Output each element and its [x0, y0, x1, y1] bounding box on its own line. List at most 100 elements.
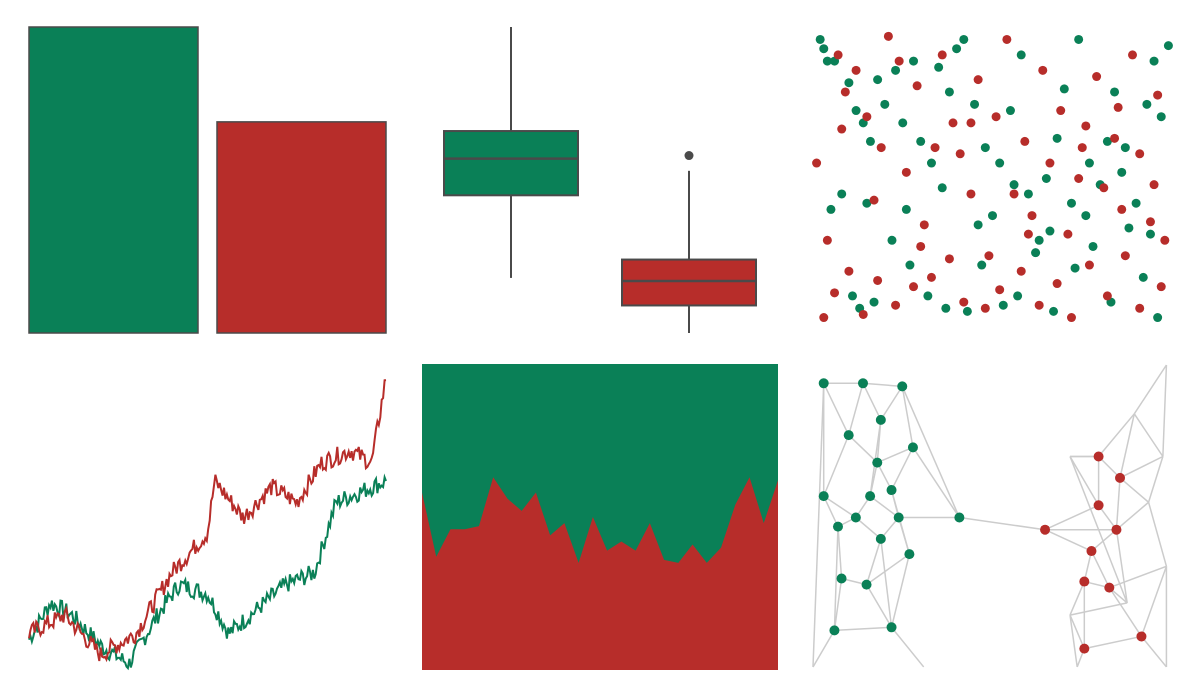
network-edge [823, 495, 839, 527]
scatter-point [1070, 263, 1080, 273]
network-edge [1083, 550, 1093, 582]
scatter-point [837, 124, 847, 134]
area-series [422, 477, 778, 670]
network-edge [880, 538, 893, 628]
scatter-point [995, 158, 1005, 168]
scatter-point [1009, 180, 1019, 190]
scatter-point [944, 254, 954, 264]
network-edge [1115, 501, 1150, 531]
series-line [28, 379, 387, 663]
network-edge [1115, 529, 1128, 604]
scatter-point [1145, 217, 1155, 227]
network-node [836, 573, 847, 584]
scatter-point [844, 266, 854, 276]
network-edge [901, 386, 914, 448]
scatter-point [1145, 229, 1155, 239]
scatter-point [894, 56, 904, 66]
network-edge [1069, 456, 1128, 604]
scatter-point [862, 198, 872, 208]
scatter-point [937, 50, 947, 60]
scatter-point [1120, 251, 1130, 261]
scatter-point [869, 297, 879, 307]
network-edge [890, 553, 911, 628]
box-plot-panel [443, 27, 757, 333]
network-node [1115, 472, 1126, 483]
network-node [886, 485, 897, 496]
network-edge [890, 447, 914, 491]
scatter-point [876, 143, 886, 153]
scatter-point [916, 136, 926, 146]
scatter-point [926, 158, 936, 168]
network-edge [1119, 413, 1136, 479]
scatter-point [891, 300, 901, 310]
network-node [832, 521, 843, 532]
network-edge [1069, 581, 1086, 616]
network-edge [1147, 502, 1168, 567]
network-edge [848, 434, 878, 464]
scatter-point [934, 62, 944, 72]
network-edge [1133, 413, 1164, 457]
scatter-point [980, 303, 990, 313]
network-node [1111, 524, 1122, 535]
network-node [1104, 582, 1115, 593]
scatter-point [952, 44, 962, 54]
outlier-point [684, 151, 694, 161]
network-node [857, 378, 868, 389]
network-node [875, 533, 886, 544]
scatter-point [909, 56, 919, 66]
scatter-point [988, 211, 997, 221]
scatter-point [819, 313, 829, 323]
network-edge [833, 578, 843, 631]
network-edge [862, 382, 882, 421]
network-edge [1140, 566, 1168, 637]
scatter-point [830, 288, 840, 298]
scatter-point [1156, 112, 1166, 122]
scatter-point [1135, 303, 1145, 313]
network-node [872, 457, 883, 468]
line-chart-panel [28, 379, 387, 671]
network-node [818, 378, 829, 389]
network-node [865, 491, 876, 502]
scatter-point [1066, 198, 1076, 208]
network-edge [862, 382, 903, 388]
network-edge [1069, 456, 1100, 506]
network-graph-panel [812, 364, 1168, 668]
scatter-point [833, 50, 843, 60]
network-node [907, 442, 918, 453]
scatter-point [1013, 291, 1023, 301]
network-edge [1119, 477, 1150, 503]
scatter-point [1135, 149, 1145, 159]
network-edge [1133, 364, 1168, 415]
scatter-point [880, 99, 890, 109]
box [621, 258, 757, 307]
network-edge [833, 526, 839, 631]
scatter-point [937, 183, 947, 193]
scatter-point [1110, 133, 1120, 143]
scatter-point [916, 241, 926, 251]
bar [28, 26, 199, 334]
scatter-point [1052, 279, 1062, 289]
network-edge [1069, 602, 1128, 616]
network-edge [823, 434, 850, 497]
scatter-point [1156, 282, 1166, 292]
scatter-point [1016, 50, 1026, 60]
scatter-point [948, 118, 958, 128]
scatter-point [851, 106, 861, 116]
network-edge [1147, 456, 1164, 503]
scatter-point [826, 204, 836, 214]
network-edge [1119, 455, 1164, 479]
network-edge [1090, 529, 1117, 552]
network-edge [1109, 565, 1167, 589]
network-node [843, 430, 854, 441]
network-edge [1069, 614, 1078, 668]
scatter-point [1023, 189, 1033, 199]
network-edge [1140, 635, 1168, 668]
scatter-point [995, 285, 1005, 295]
scatter-point [998, 300, 1008, 310]
network-edge [890, 626, 925, 668]
network-edge [1098, 413, 1135, 457]
network-edge [1097, 504, 1118, 531]
scatter-point [851, 65, 861, 75]
network-edge [1084, 635, 1142, 650]
